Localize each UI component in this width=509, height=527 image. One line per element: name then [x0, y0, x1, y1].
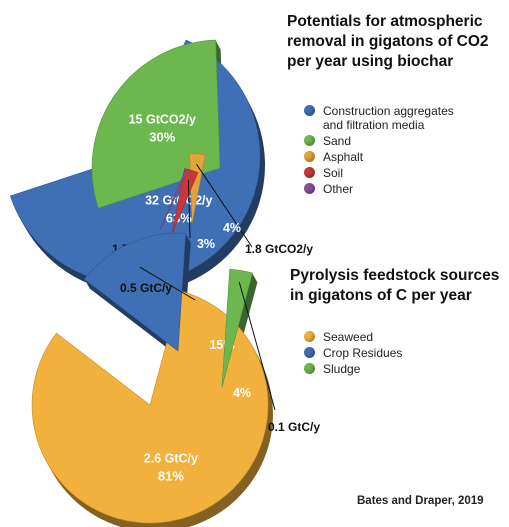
- callout-line: [187, 179, 191, 239]
- legend-label: Asphalt: [323, 150, 364, 164]
- legend-co2-removal: Construction aggregates and filtration me…: [304, 104, 454, 198]
- chart-title-line: in gigatons of C per year: [290, 287, 472, 304]
- legend-label: Other: [323, 182, 354, 196]
- slice-value-label: 0.5 GtC/y: [120, 281, 172, 295]
- legend-label: Seaweed: [323, 330, 374, 344]
- source-credit: Bates and Draper, 2019: [357, 495, 484, 507]
- legend-feedstock: Seaweed Crop Residues Sludge: [304, 330, 402, 378]
- legend-label: Soil: [323, 166, 344, 180]
- legend-swatch: [304, 347, 315, 358]
- legend-swatch: [304, 331, 315, 342]
- slice-percent-label: 30%: [149, 130, 175, 145]
- legend-item: Seaweed: [304, 330, 402, 344]
- legend-label: Sand: [323, 134, 352, 148]
- legend-item: Crop Residues: [304, 346, 402, 360]
- legend-label: Construction aggregates and filtration me…: [323, 104, 454, 132]
- legend-swatch: [304, 183, 315, 194]
- callout-line: [238, 282, 276, 411]
- pie-slice-crop-residues: [83, 232, 187, 352]
- pie-slice-sludge: [221, 268, 253, 388]
- pie-chart-co2-removal: 32 GtCO2/y63%15 GtCO2/y30%1.8 GtCO2/y4%1…: [10, 39, 313, 294]
- legend-swatch: [304, 151, 315, 162]
- legend-label: Sludge: [323, 362, 361, 376]
- callout-line: [196, 164, 253, 248]
- slice-percent-label: 3%: [197, 237, 215, 251]
- legend-item: Sludge: [304, 362, 402, 376]
- slice-value-label: 0.1 GtC/y: [268, 420, 320, 434]
- legend-swatch: [304, 135, 315, 146]
- legend-swatch: [304, 167, 315, 178]
- chart-title-line: per year using biochar: [287, 53, 454, 70]
- pie-slice-other: [159, 170, 188, 231]
- legend-swatch: [304, 105, 315, 116]
- slice-value-label: 1.8 GtCO2/y: [245, 242, 313, 256]
- chart-title-line: Pyrolysis feedstock sources: [290, 267, 500, 284]
- slice-value-label: 15 GtCO2/y: [129, 113, 196, 127]
- slice-percent-label: 81%: [158, 469, 184, 484]
- slice-percent-label: 4%: [223, 221, 241, 235]
- chart-title-co2-removal: Potentials for atmospheric removal in gi…: [287, 12, 489, 72]
- chart-title-line: removal in gigatons of CO2: [287, 33, 489, 50]
- slice-value-label: 2.6 GtC/y: [144, 452, 198, 466]
- legend-item: Sand: [304, 134, 454, 148]
- pie-slice-soil: [171, 168, 199, 235]
- pie-chart-feedstock: 2.6 GtC/y81%0.5 GtC/y15%0.1 GtC/y4%: [31, 232, 320, 527]
- legend-item: Soil: [304, 166, 454, 180]
- legend-item: Asphalt: [304, 150, 454, 164]
- slice-percent-label: 4%: [233, 386, 251, 400]
- pie-slice-seaweed: [31, 290, 269, 524]
- pie-slice-sand: [91, 39, 221, 209]
- legend-label: Crop Residues: [323, 346, 403, 360]
- legend-item: Other: [304, 182, 454, 196]
- callout-line: [139, 266, 196, 301]
- chart-title-feedstock: Pyrolysis feedstock sources in gigatons …: [290, 266, 499, 306]
- legend-swatch: [304, 363, 315, 374]
- legend-item: Construction aggregates and filtration me…: [304, 104, 454, 132]
- chart-title-line: Potentials for atmospheric: [287, 13, 483, 30]
